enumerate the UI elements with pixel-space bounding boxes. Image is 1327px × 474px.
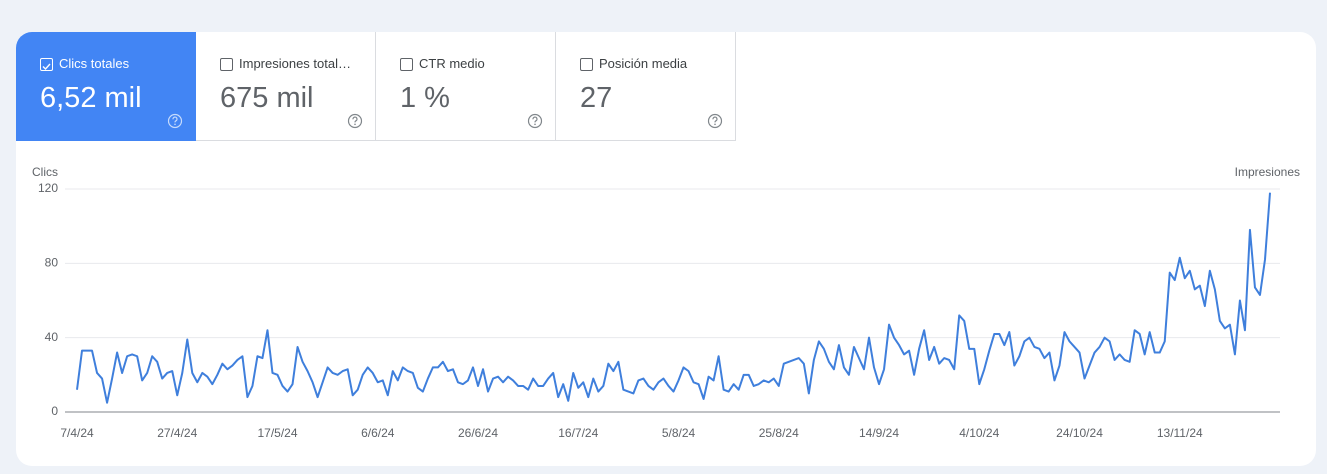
y-tick-label: 120 bbox=[38, 181, 58, 195]
y2-axis-title: Impresiones bbox=[1235, 165, 1300, 179]
checkmark-path bbox=[42, 63, 51, 71]
metric-card[interactable]: Posición media 27 bbox=[556, 32, 736, 141]
help-circle bbox=[527, 113, 543, 129]
metric-card[interactable]: Clics totales 6,52 mil bbox=[16, 32, 196, 141]
metric-value: 1 % bbox=[400, 82, 450, 114]
checkbox bbox=[580, 58, 593, 71]
help-circle bbox=[347, 113, 363, 129]
y-tick-label: 0 bbox=[51, 404, 58, 418]
help-mark bbox=[352, 116, 358, 123]
metric-label: Impresiones total… bbox=[239, 56, 351, 71]
metric-label: CTR medio bbox=[419, 56, 485, 71]
x-tick-label: 14/9/24 bbox=[859, 426, 899, 440]
y-tick-label: 40 bbox=[45, 330, 59, 344]
help-dot bbox=[354, 123, 356, 126]
x-tick-label: 24/10/24 bbox=[1056, 426, 1103, 440]
metric-value: 675 mil bbox=[220, 82, 314, 114]
metric-label: Clics totales bbox=[59, 56, 130, 71]
x-tick-label: 5/8/24 bbox=[662, 426, 696, 440]
checkbox bbox=[220, 58, 233, 71]
checkbox bbox=[40, 58, 53, 71]
x-tick-label: 27/4/24 bbox=[157, 426, 197, 440]
help-mark bbox=[532, 116, 538, 123]
help-dot bbox=[714, 123, 716, 126]
help-circle bbox=[707, 113, 723, 129]
performance-panel: Clics totales 6,52 mil Impresiones total… 6… bbox=[16, 32, 1316, 466]
help-icon bbox=[167, 113, 183, 129]
x-tick-label: 26/6/24 bbox=[458, 426, 498, 440]
help-dot bbox=[534, 123, 536, 126]
y-tick-label: 80 bbox=[45, 256, 59, 270]
help-icon bbox=[707, 113, 723, 129]
metric-value: 6,52 mil bbox=[40, 82, 142, 114]
checkmark bbox=[42, 63, 51, 71]
metric-label: Posición media bbox=[599, 56, 688, 71]
y-axis-title: Clics bbox=[32, 165, 58, 179]
metric-value: 27 bbox=[580, 82, 613, 114]
x-tick-label: 13/11/24 bbox=[1157, 426, 1203, 440]
help-mark bbox=[172, 116, 178, 123]
x-tick-label: 17/5/24 bbox=[257, 426, 297, 440]
line-series bbox=[76, 192, 1271, 404]
help-mark bbox=[712, 116, 718, 123]
help-icon bbox=[347, 113, 363, 129]
x-tick-label: 4/10/24 bbox=[959, 426, 999, 440]
x-tick-label: 7/4/24 bbox=[60, 426, 94, 440]
metric-card[interactable]: CTR medio 1 % bbox=[376, 32, 556, 141]
x-tick-label: 16/7/24 bbox=[558, 426, 598, 440]
checkbox bbox=[400, 58, 413, 71]
help-icon bbox=[527, 113, 543, 129]
help-dot bbox=[174, 123, 176, 126]
x-tick-label: 6/6/24 bbox=[361, 426, 395, 440]
x-tick-label: 25/8/24 bbox=[759, 426, 799, 440]
metric-card[interactable]: Impresiones total… 675 mil bbox=[196, 32, 376, 141]
help-circle bbox=[167, 113, 183, 129]
